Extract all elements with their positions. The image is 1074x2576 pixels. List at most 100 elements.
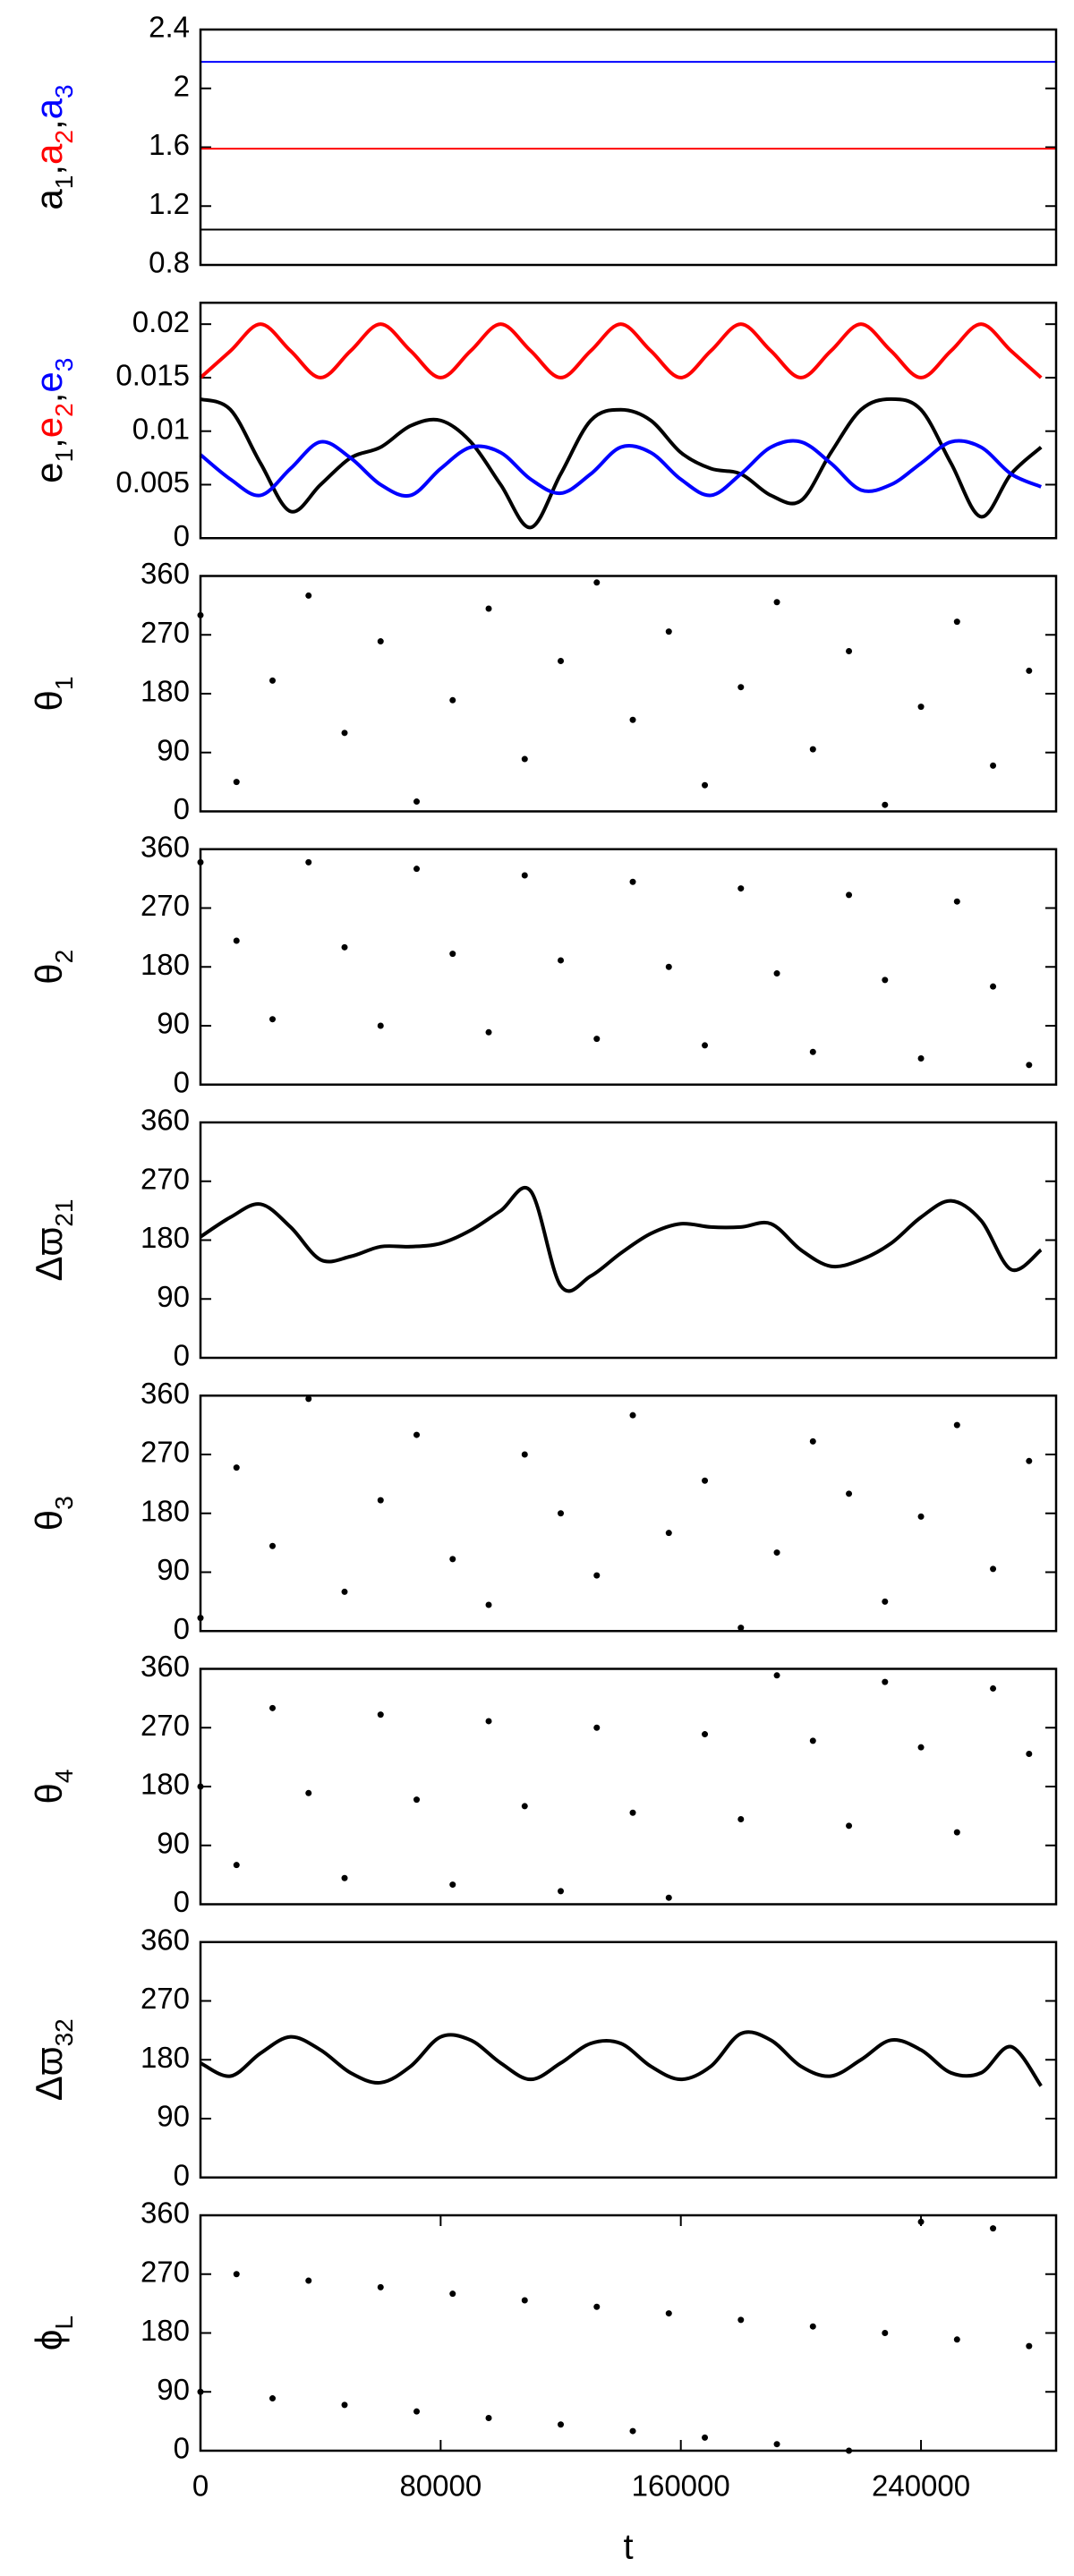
data-line xyxy=(199,1186,1043,1293)
y-tick-label: 360 xyxy=(141,830,190,863)
y-tick-label: 270 xyxy=(141,1162,190,1195)
y-label-subscript: 3 xyxy=(50,84,78,98)
data-point xyxy=(665,2310,672,2317)
data-point xyxy=(269,1704,277,1711)
y-label-subscript: 21 xyxy=(50,1198,78,1226)
y-label-subscript: L xyxy=(50,2316,78,2330)
data-point xyxy=(485,2414,492,2421)
data-point xyxy=(558,957,565,964)
data-point xyxy=(990,983,997,990)
x-tick-label: 80000 xyxy=(399,2469,482,2503)
data-point xyxy=(449,1881,456,1889)
data-point xyxy=(953,2336,960,2343)
panel: 0 90 180 270 360 Δϖ21 xyxy=(28,1104,1058,1372)
data-point xyxy=(990,762,997,769)
y-tick-label: 360 xyxy=(141,1923,190,1956)
panel: 0 90 180 270 360 0 80000 160000 240000 t ϕL xyxy=(28,2196,1058,2567)
data-point xyxy=(846,891,853,899)
y-label-symbol: a xyxy=(28,143,70,165)
data-point xyxy=(773,599,780,606)
y-tick-label: 0 xyxy=(174,792,190,825)
data-point xyxy=(413,1796,421,1804)
data-point xyxy=(990,1565,997,1573)
y-label-symbol: θ xyxy=(28,1783,70,1804)
y-tick-label: 360 xyxy=(141,2196,190,2230)
data-point xyxy=(737,2316,745,2324)
y-label-symbol: θ xyxy=(28,1510,70,1531)
data-point xyxy=(953,1829,960,1836)
y-tick-label: 0 xyxy=(174,1065,190,1098)
data-point xyxy=(846,1490,853,1497)
y-label-symbol: θ xyxy=(28,963,70,984)
y-label-subscript: 32 xyxy=(50,2018,78,2046)
y-tick-label: 0.01 xyxy=(132,412,190,445)
data-point xyxy=(413,2408,421,2415)
y-label-subscript: 1 xyxy=(50,448,78,463)
y-label-symbol: a xyxy=(28,98,70,119)
y-label-subscript: 3 xyxy=(50,358,78,372)
data-point xyxy=(233,937,240,944)
plot-frame xyxy=(199,302,1058,540)
y-axis-label: Δϖ21 xyxy=(28,1198,78,1281)
y-axis-label: Δϖ32 xyxy=(28,2018,78,2101)
panel: 0 90 180 270 360 Δϖ32 xyxy=(28,1923,1058,2191)
data-point xyxy=(702,781,709,789)
data-point xyxy=(269,1542,277,1549)
data-point xyxy=(305,858,312,866)
plot-frame xyxy=(199,2213,1058,2452)
data-point xyxy=(953,898,960,905)
data-point xyxy=(629,716,636,723)
y-label-symbol: e xyxy=(28,417,70,438)
y-tick-label: 360 xyxy=(141,1377,190,1410)
data-point xyxy=(665,1894,672,1901)
data-point xyxy=(665,628,672,635)
data-point xyxy=(449,951,456,958)
data-point xyxy=(1026,1062,1033,1069)
data-point xyxy=(629,878,636,885)
y-tick-label: 180 xyxy=(141,948,190,981)
data-point xyxy=(413,1431,421,1438)
y-label-subscript: 2 xyxy=(50,950,78,964)
data-point xyxy=(305,1789,312,1796)
data-point xyxy=(702,1731,709,1738)
y-tick-label: 2.4 xyxy=(149,11,190,44)
y-tick-label: 0 xyxy=(174,2432,190,2465)
y-tick-label: 90 xyxy=(157,1553,190,1586)
data-point xyxy=(809,1737,816,1744)
data-point xyxy=(809,746,816,753)
data-point xyxy=(737,1625,745,1632)
data-point xyxy=(773,1672,780,1679)
data-point xyxy=(917,704,925,711)
data-point xyxy=(593,2303,601,2310)
y-axis-label: a1,a2,a3 xyxy=(28,84,78,209)
data-point xyxy=(1026,2342,1033,2350)
y-tick-label: 0 xyxy=(174,2158,190,2191)
data-point xyxy=(665,963,672,970)
data-line xyxy=(200,397,1043,530)
data-line xyxy=(200,2030,1043,2087)
y-tick-label: 0 xyxy=(174,1612,190,1645)
y-tick-label: 90 xyxy=(157,2373,190,2406)
y-tick-label: 0 xyxy=(174,519,190,552)
y-tick-label: 270 xyxy=(141,1436,190,1469)
data-point xyxy=(413,866,421,873)
data-point xyxy=(521,872,528,879)
data-point xyxy=(413,798,421,806)
data-line xyxy=(199,322,1043,380)
data-point xyxy=(953,618,960,626)
y-tick-label: 90 xyxy=(157,1826,190,1859)
data-point xyxy=(233,779,240,786)
data-point xyxy=(269,1016,277,1023)
y-label-subscript: 1 xyxy=(50,175,78,190)
data-point xyxy=(558,1888,565,1895)
data-point xyxy=(1026,1750,1033,1757)
y-label-subscript: 2 xyxy=(50,403,78,417)
data-point xyxy=(233,2271,240,2278)
data-point xyxy=(773,1549,780,1557)
x-tick-label: 240000 xyxy=(872,2469,970,2503)
data-point xyxy=(341,1588,348,1595)
data-point xyxy=(990,1685,997,1692)
panel: 0.81.21.622.4a1,a2,a3 xyxy=(28,11,1058,279)
